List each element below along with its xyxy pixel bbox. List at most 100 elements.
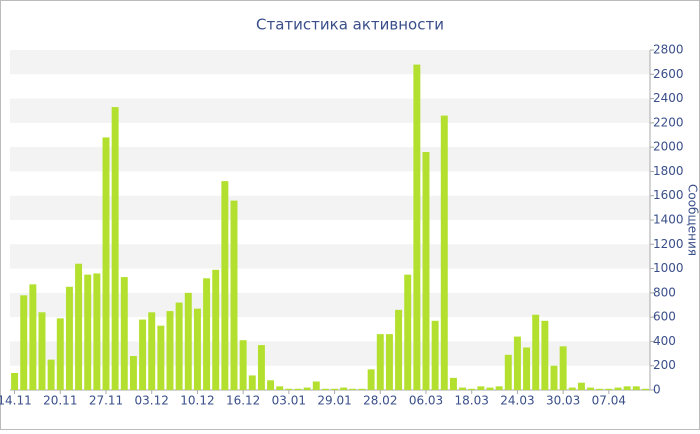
x-tick-label: 06.03	[409, 394, 443, 408]
bar	[230, 200, 238, 390]
bar	[321, 388, 329, 390]
bar	[139, 319, 147, 390]
x-tick-label: 07.04	[592, 394, 626, 408]
bar	[148, 312, 156, 390]
bar	[623, 386, 631, 390]
bar	[93, 273, 101, 390]
x-tick-label: 16.12	[226, 394, 260, 408]
bar	[587, 387, 595, 390]
bar	[395, 309, 403, 390]
grid-band	[10, 50, 650, 75]
bar	[175, 302, 183, 390]
bar	[248, 375, 256, 390]
x-tick-label: 03.12	[135, 394, 169, 408]
bar	[267, 380, 275, 390]
bar	[193, 308, 201, 390]
grid-band	[10, 98, 650, 123]
bar	[120, 277, 128, 390]
bar	[358, 388, 366, 390]
y-tick-label: 400	[653, 334, 676, 348]
y-tick-label: 800	[653, 285, 676, 299]
bar	[376, 334, 384, 390]
bar	[56, 318, 64, 390]
x-tick-label: 20.11	[43, 394, 77, 408]
bar	[166, 311, 174, 390]
x-tick-label: 03.01	[272, 394, 306, 408]
bar	[212, 269, 220, 390]
x-tick-label: 29.01	[317, 394, 351, 408]
bar	[47, 359, 55, 390]
bar	[495, 386, 503, 390]
bar	[257, 345, 265, 390]
bar	[513, 336, 521, 390]
y-tick-label: 1000	[653, 261, 684, 275]
bar	[29, 284, 37, 390]
bar	[184, 292, 192, 390]
bar	[550, 365, 558, 390]
bar	[367, 369, 375, 390]
x-tick-label: 30.03	[546, 394, 580, 408]
y-tick-label: 2600	[653, 67, 684, 81]
x-tick-label: 24.03	[500, 394, 534, 408]
x-tick-label: 18.03	[455, 394, 489, 408]
y-tick-label: 600	[653, 310, 676, 324]
bar	[239, 340, 247, 390]
x-tick-label: 10.12	[180, 394, 214, 408]
bar	[486, 387, 494, 390]
x-tick-label: 27.11	[89, 394, 123, 408]
x-tick-label: 28.02	[363, 394, 397, 408]
bar	[614, 387, 622, 390]
bar	[504, 354, 512, 390]
bar	[577, 382, 585, 390]
y-tick-label: 2800	[653, 43, 684, 57]
bar	[38, 312, 46, 390]
bar	[440, 115, 448, 391]
bar	[413, 64, 421, 391]
bar	[632, 386, 640, 390]
bar	[422, 152, 430, 390]
bar	[404, 274, 412, 390]
bar	[559, 346, 567, 390]
bar	[102, 137, 110, 390]
chart-title: Статистика активности	[256, 16, 444, 34]
bar	[641, 388, 649, 390]
bar	[331, 388, 339, 390]
y-tick-label: 0	[653, 383, 661, 397]
bar	[449, 377, 457, 390]
bar	[312, 381, 320, 390]
bar	[349, 388, 357, 390]
y-tick-label: 1600	[653, 188, 684, 202]
bar	[84, 274, 92, 390]
bar	[340, 387, 348, 390]
bar	[20, 295, 28, 390]
bar	[276, 386, 284, 390]
y-tick-label: 1200	[653, 237, 684, 251]
bar	[532, 314, 540, 390]
y-tick-label: 1800	[653, 164, 684, 178]
bar	[541, 320, 549, 390]
bar	[459, 387, 467, 390]
y-tick-label: 2400	[653, 91, 684, 105]
bar	[203, 278, 211, 390]
bar	[385, 334, 393, 390]
bar	[468, 388, 476, 390]
y-axis-label: Сообщения	[686, 184, 700, 256]
bar	[605, 388, 613, 390]
y-tick-label: 2200	[653, 115, 684, 129]
bar	[221, 181, 229, 390]
bar	[129, 356, 137, 390]
x-tick-label: 14.11	[0, 394, 32, 408]
bar	[303, 387, 311, 390]
bar	[477, 386, 485, 390]
bar	[285, 388, 293, 390]
bar	[75, 263, 83, 390]
bar	[111, 107, 119, 391]
y-tick-label: 2000	[653, 140, 684, 154]
bar	[596, 388, 604, 390]
bar	[65, 286, 73, 390]
bar	[431, 320, 439, 390]
bar	[568, 387, 576, 390]
y-tick-label: 200	[653, 358, 676, 372]
bar	[157, 325, 165, 390]
